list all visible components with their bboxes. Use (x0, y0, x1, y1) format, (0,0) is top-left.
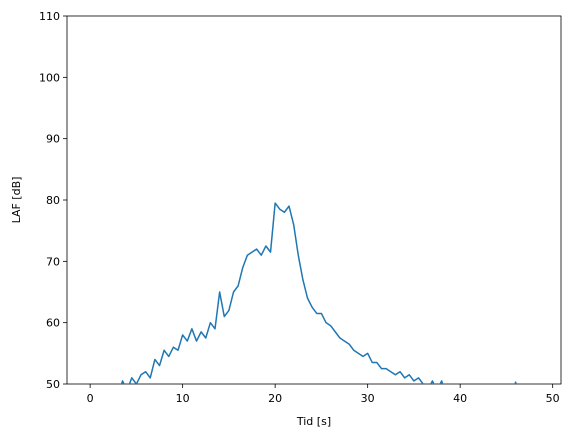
y-tick-label: 80 (46, 194, 60, 207)
y-tick-label: 100 (39, 71, 60, 84)
x-tick-label: 10 (176, 392, 190, 405)
y-tick-label: 110 (39, 10, 60, 23)
y-axis-label: LAF [dB] (10, 177, 23, 224)
x-axis-label: Tid [s] (296, 415, 331, 428)
data-line (120, 202, 517, 384)
y-tick-label: 50 (46, 378, 60, 391)
x-tick-label: 0 (87, 392, 94, 405)
x-tick-label: 30 (361, 392, 375, 405)
y-tick-label: 60 (46, 317, 60, 330)
plot-frame (66, 15, 562, 385)
y-tick-label: 70 (46, 255, 60, 268)
x-tick-label: 40 (453, 392, 467, 405)
x-tick-label: 50 (546, 392, 560, 405)
y-tick-label: 90 (46, 133, 60, 146)
x-tick-label: 20 (268, 392, 282, 405)
